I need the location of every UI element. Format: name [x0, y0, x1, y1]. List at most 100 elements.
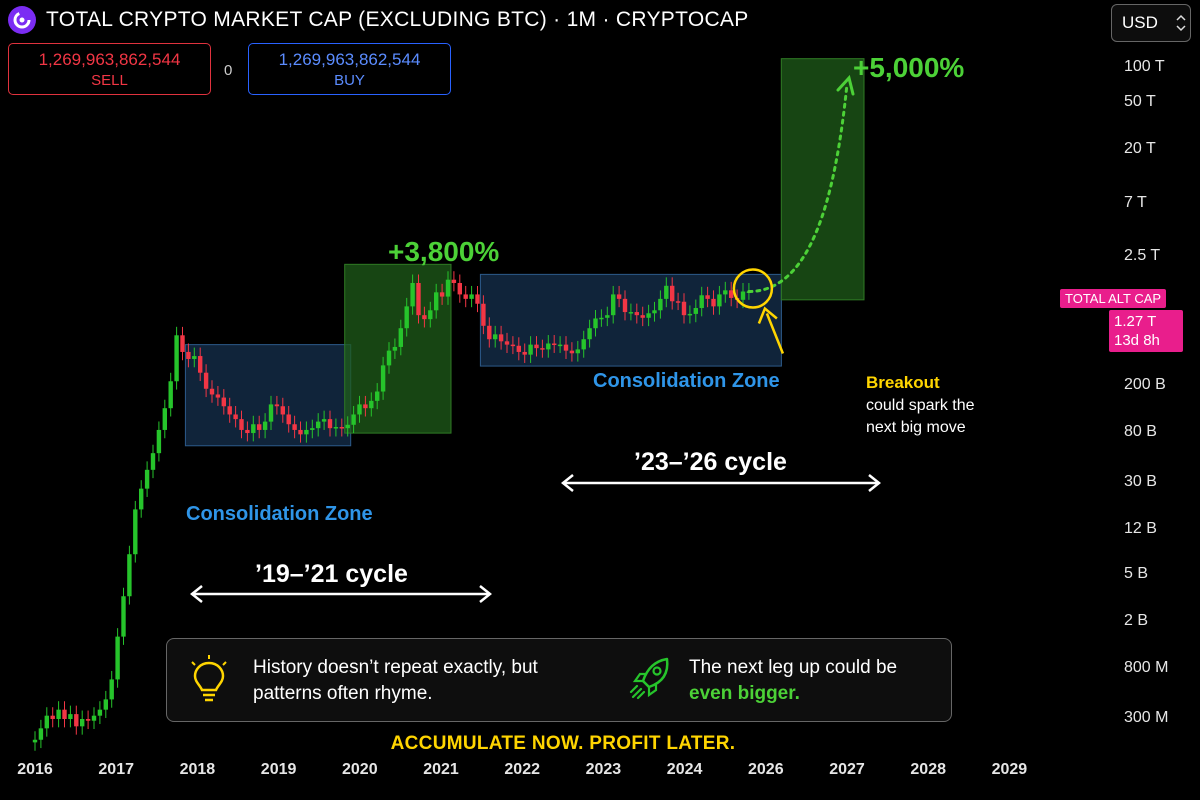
breakout-pointer-arrow-icon: [757, 306, 785, 354]
candle: [375, 383, 380, 410]
candle: [56, 701, 61, 728]
candle: [410, 274, 415, 315]
candle: [587, 319, 592, 348]
candle: [510, 336, 516, 355]
sell-price: 1,269,963,862,544: [38, 50, 181, 69]
candle: [327, 410, 333, 437]
x-tick-label: 2016: [17, 761, 53, 778]
candle: [439, 283, 445, 305]
breakout-line-1: could spark the: [866, 397, 975, 414]
x-tick-label: 2028: [910, 761, 946, 778]
price-tag-label: TOTAL ALT CAP: [1060, 289, 1167, 308]
candle: [546, 335, 551, 358]
cycle-2-label: ’23–’26 cycle: [634, 448, 787, 476]
candle: [563, 336, 569, 359]
candle: [298, 421, 303, 443]
cycle-1-arrow-icon: [189, 585, 493, 603]
candle: [451, 271, 457, 292]
price-tag-countdown: 13d 8h: [1114, 332, 1160, 349]
candle: [522, 343, 527, 363]
candle: [274, 395, 280, 415]
candle: [286, 405, 291, 433]
candle: [640, 306, 645, 327]
candle: [304, 421, 309, 443]
y-tick-label: 800 M: [1124, 658, 1169, 676]
breakout-line-2: next big move: [866, 419, 966, 436]
candle: [233, 405, 238, 428]
y-tick-label: 12 B: [1124, 520, 1157, 538]
candle: [50, 707, 55, 728]
candle: [398, 319, 403, 356]
chart-title: TOTAL CRYPTO MARKET CAP (EXCLUDING BTC) …: [46, 8, 749, 31]
candle: [717, 285, 722, 315]
buy-button[interactable]: 1,269,963,862,544 BUY: [248, 43, 451, 95]
candle: [711, 290, 716, 315]
candle: [658, 290, 663, 319]
y-tick-label: 300 M: [1124, 709, 1169, 726]
footer-slogan: ACCUMULATE NOW. PROFIT LATER.: [390, 733, 736, 754]
candle: [729, 281, 734, 307]
candle: [109, 670, 114, 708]
candle: [85, 710, 91, 730]
info-left-line-1: History doesn’t repeat exactly, but: [253, 657, 538, 678]
candle: [552, 335, 557, 353]
candle: [687, 305, 693, 324]
candle: [333, 418, 339, 437]
candle: [699, 286, 704, 317]
candle: [392, 338, 398, 359]
gain-box-2: [780, 58, 865, 301]
candle: [316, 413, 321, 437]
consolidation-zone-1: [184, 344, 352, 447]
candle: [611, 285, 616, 324]
x-tick-label: 2022: [504, 761, 540, 778]
info-box: History doesn’t repeat exactly, but patt…: [166, 638, 952, 722]
candle: [569, 342, 575, 362]
candle: [428, 301, 433, 328]
candle: [487, 317, 492, 348]
sell-button[interactable]: 1,269,963,862,544 SELL: [8, 43, 211, 95]
candle: [68, 705, 73, 728]
currency-select[interactable]: USD: [1111, 4, 1191, 42]
candle: [186, 343, 191, 368]
candle: [280, 397, 285, 423]
candle: [162, 399, 167, 439]
candle: [404, 297, 409, 337]
candle: [44, 707, 49, 737]
candle: [203, 364, 209, 398]
candle: [251, 415, 256, 442]
x-tick-label: 2020: [342, 761, 378, 778]
y-tick-label: 2 B: [1124, 611, 1149, 629]
candle: [80, 710, 85, 735]
candle: [227, 397, 232, 423]
info-left-line-2: patterns often rhyme.: [253, 683, 433, 704]
candle: [133, 500, 138, 563]
candle: [292, 415, 297, 439]
candle: [475, 285, 480, 313]
x-tick-label: 2018: [179, 761, 216, 778]
currency-value: USD: [1122, 13, 1158, 32]
candle: [168, 372, 173, 417]
buy-price: 1,269,963,862,544: [278, 50, 421, 69]
x-tick-label: 2019: [260, 761, 297, 778]
candle: [174, 326, 179, 390]
candle: [469, 285, 474, 308]
candle: [675, 292, 681, 311]
candle: [628, 303, 634, 321]
y-tick-label: 100 T: [1124, 58, 1165, 75]
candle: [575, 340, 580, 362]
candle: [156, 421, 162, 462]
candle: [192, 347, 197, 368]
candle: [540, 339, 545, 358]
gain-box-1: [344, 263, 452, 434]
candle: [634, 303, 639, 324]
candle: [198, 347, 203, 382]
sell-label: SELL: [91, 72, 128, 89]
candle: [150, 444, 156, 479]
candle: [434, 283, 439, 319]
y-tick-label: 20 T: [1124, 140, 1156, 158]
candle: [115, 628, 120, 688]
candle: [723, 281, 728, 303]
candle: [215, 385, 221, 406]
breakout-circle: [732, 268, 774, 309]
